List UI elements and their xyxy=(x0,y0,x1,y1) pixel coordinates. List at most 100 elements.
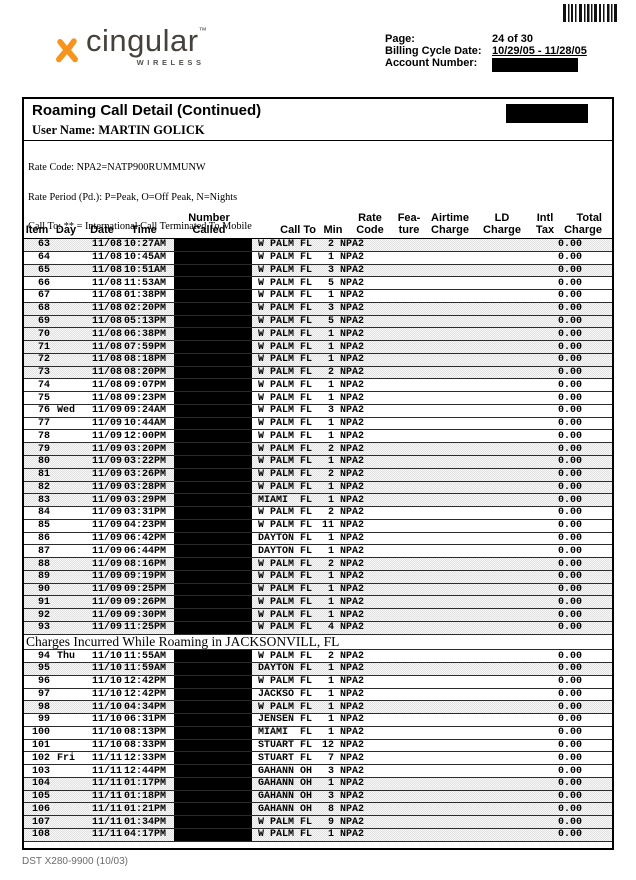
cell-total-charge: 0.00 xyxy=(557,571,582,583)
cell-item: 108 xyxy=(31,829,50,841)
cell-rate-code: NPA2 xyxy=(340,405,365,417)
cell-time: 03:22PM xyxy=(123,456,166,468)
cell-date: 11/10 xyxy=(91,663,122,675)
cell-item: 68 xyxy=(37,303,50,315)
cell-date: 11/08 xyxy=(91,239,122,251)
col-header-time: Time xyxy=(131,223,157,236)
redacted-number-called xyxy=(174,507,252,519)
cell-item: 69 xyxy=(37,315,50,327)
account-number-label: Account Number: xyxy=(385,57,478,69)
cell-time: 08:18PM xyxy=(123,354,166,366)
cell-min: 4 xyxy=(327,622,334,634)
cell-date: 11/11 xyxy=(91,765,122,777)
cell-call-to: W PALM FL xyxy=(258,676,313,688)
cell-time: 09:26PM xyxy=(123,596,166,608)
redacted-number-called xyxy=(174,777,252,790)
redacted-number-called xyxy=(174,404,252,417)
table-row: 85 11/09 04:23PM W PALM FL 11 NPA2 0.00 xyxy=(24,519,612,533)
cell-date: 11/08 xyxy=(91,277,122,289)
cell-item: 93 xyxy=(37,622,50,634)
cell-time: 04:34PM xyxy=(123,701,166,713)
cell-date: 11/11 xyxy=(91,791,122,803)
col-header-call-to: Call To xyxy=(280,223,316,236)
cell-rate-code: NPA2 xyxy=(340,328,365,340)
cell-min: 5 xyxy=(327,277,334,289)
redacted-number-called xyxy=(174,264,252,277)
redacted-number-called xyxy=(174,251,252,264)
cell-date: 11/09 xyxy=(91,456,122,468)
cell-date: 11/09 xyxy=(91,545,122,557)
cell-min: 1 xyxy=(327,727,334,739)
cell-call-to: W PALM FL xyxy=(258,816,313,828)
cell-call-to: W PALM FL xyxy=(258,354,313,366)
cell-time: 09:07PM xyxy=(123,379,166,391)
cell-date: 11/10 xyxy=(91,676,122,688)
cell-total-charge: 0.00 xyxy=(557,264,582,276)
cell-total-charge: 0.00 xyxy=(557,290,582,302)
cell-total-charge: 0.00 xyxy=(557,341,582,353)
cell-total-charge: 0.00 xyxy=(557,688,582,700)
cell-number-called xyxy=(166,701,252,714)
redacted-number-called xyxy=(174,519,252,532)
redacted-number-called xyxy=(174,481,252,494)
cell-date: 11/10 xyxy=(91,701,122,713)
cell-date: 11/08 xyxy=(91,392,122,404)
cell-item: 74 xyxy=(37,379,50,391)
table-row: 66 11/08 11:53AM W PALM FL 5 NPA2 0.00 xyxy=(24,277,612,291)
table-row: 75 11/08 09:23PM W PALM FL 1 NPA2 0.00 xyxy=(24,392,612,405)
cell-min: 1 xyxy=(327,571,334,583)
cell-total-charge: 0.00 xyxy=(557,328,582,340)
cell-date: 11/09 xyxy=(91,469,122,481)
cell-call-to: GAHANN OH xyxy=(258,778,313,790)
cell-date: 11/11 xyxy=(91,803,122,815)
cell-number-called xyxy=(166,739,252,752)
table-row: 69 11/08 05:13PM W PALM FL 5 NPA2 0.00 xyxy=(24,315,612,329)
redacted-number-called xyxy=(174,302,252,315)
cell-time: 06:42PM xyxy=(123,532,166,544)
cell-date: 11/08 xyxy=(91,290,122,302)
table-row: 83 11/09 03:29PM MIAMI FL 1 NPA2 0.00 xyxy=(24,494,612,508)
cell-min: 1 xyxy=(327,418,334,430)
cell-time: 10:27AM xyxy=(123,239,166,251)
cell-min: 1 xyxy=(327,456,334,468)
cell-rate-code: NPA2 xyxy=(340,277,365,289)
cell-time: 12:44PM xyxy=(123,765,166,777)
cell-rate-code: NPA2 xyxy=(340,494,365,506)
cell-rate-code: NPA2 xyxy=(340,739,365,751)
cell-call-to: DAYTON FL xyxy=(258,663,313,675)
cell-item: 105 xyxy=(31,791,50,803)
cell-date: 11/09 xyxy=(91,430,122,442)
cell-call-to: W PALM FL xyxy=(258,701,313,713)
cell-total-charge: 0.00 xyxy=(557,663,582,675)
cell-item: 81 xyxy=(37,469,50,481)
cell-total-charge: 0.00 xyxy=(557,367,582,379)
cell-rate-code: NPA2 xyxy=(340,239,365,251)
table-row: 63 11/08 10:27AM W PALM FL 2 NPA2 0.00 xyxy=(24,239,612,252)
cell-rate-code: NPA2 xyxy=(340,663,365,675)
cell-total-charge: 0.00 xyxy=(557,239,582,251)
cell-call-to: W PALM FL xyxy=(258,481,313,493)
cell-item: 107 xyxy=(31,816,50,828)
cell-call-to: GAHANN OH xyxy=(258,765,313,777)
cell-total-charge: 0.00 xyxy=(557,829,582,841)
cell-call-to: STUART FL xyxy=(258,752,313,764)
cell-number-called xyxy=(166,392,252,404)
cell-rate-code: NPA2 xyxy=(340,596,365,608)
redacted-account-number xyxy=(492,58,578,72)
redacted-number-called xyxy=(174,688,252,701)
cell-item: 75 xyxy=(37,392,50,404)
cell-call-to: W PALM FL xyxy=(258,315,313,327)
cell-time: 03:20PM xyxy=(123,443,166,455)
cell-total-charge: 0.00 xyxy=(557,714,582,726)
table-row: 89 11/09 09:19PM W PALM FL 1 NPA2 0.00 xyxy=(24,570,612,584)
cell-item: 80 xyxy=(37,456,50,468)
redacted-number-called xyxy=(174,341,252,353)
cell-time: 09:24AM xyxy=(123,405,166,417)
cell-date: 11/09 xyxy=(91,481,122,493)
col-header-rate-code: Rate Code xyxy=(356,212,384,236)
cell-rate-code: NPA2 xyxy=(340,443,365,455)
cell-date: 11/11 xyxy=(91,816,122,828)
cell-date: 11/09 xyxy=(91,558,122,570)
cell-number-called xyxy=(166,545,252,558)
cell-date: 11/08 xyxy=(91,264,122,276)
